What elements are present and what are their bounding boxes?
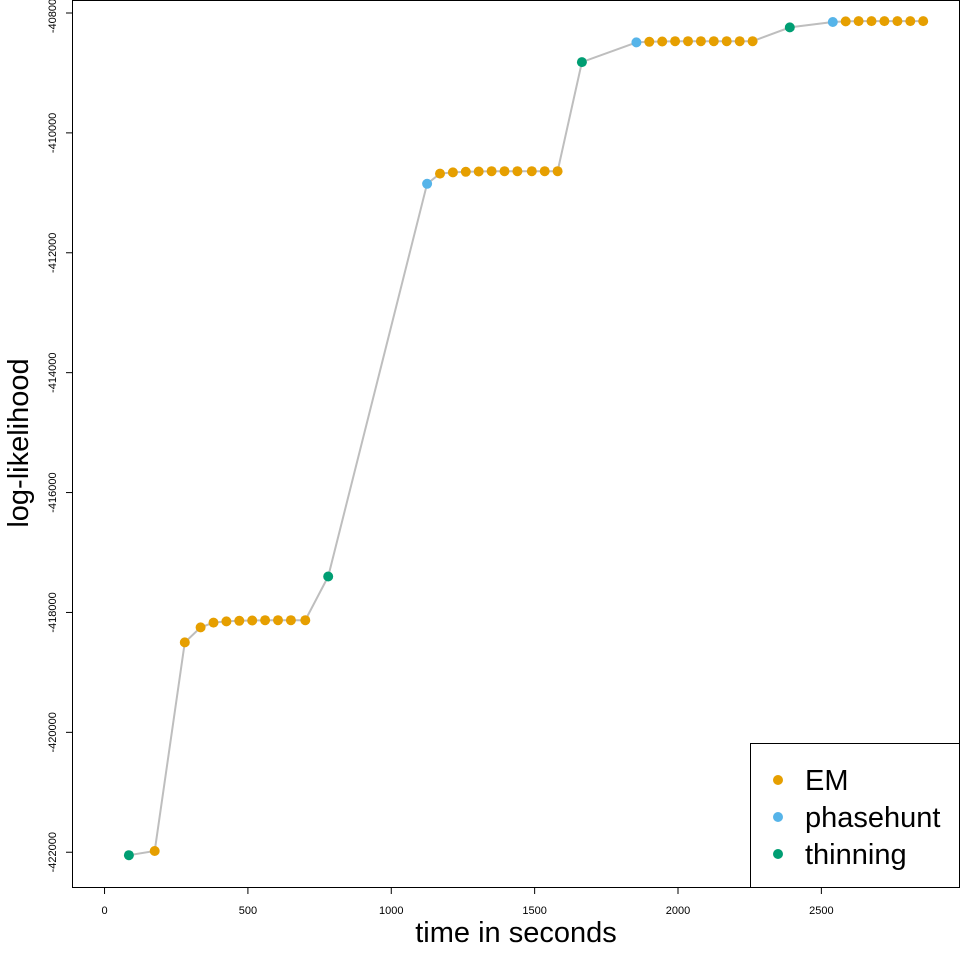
x-tick-label: 2500	[809, 905, 833, 917]
legend-marker-phasehunt	[773, 812, 783, 822]
data-point-thinning	[123, 850, 134, 861]
x-tick-label: 0	[101, 905, 107, 917]
data-point-em	[721, 36, 732, 47]
data-point-em	[683, 36, 693, 47]
data-point-em	[657, 36, 668, 47]
x-tick-label: 1000	[379, 905, 403, 917]
data-point-em	[234, 615, 245, 626]
data-point-em	[918, 16, 929, 27]
y-axis-title: log-likelihood	[3, 358, 35, 527]
data-point-em	[670, 36, 681, 47]
x-axis: 0 500 1000 1500 2000 2500	[101, 887, 834, 917]
data-point-em	[866, 16, 877, 27]
data-point-em	[840, 16, 851, 27]
legend-marker-em	[773, 775, 783, 785]
data-point-em	[300, 615, 311, 626]
data-point-em	[149, 846, 160, 856]
data-point-em	[486, 166, 497, 177]
x-tick-label: 2000	[666, 905, 690, 917]
y-axis: -422000 -420000 -418000 -416000 -414000 -4120…	[47, 0, 73, 872]
data-point-em	[552, 166, 563, 177]
legend-marker-thinning	[773, 849, 783, 859]
data-point-em	[473, 166, 484, 177]
y-tick-label: -418000	[47, 592, 59, 632]
y-tick-label: -414000	[47, 352, 59, 392]
y-tick-label: -422000	[47, 832, 59, 872]
legend-label-phasehunt: phasehunt	[805, 802, 940, 834]
data-point-em	[879, 16, 890, 27]
data-point-em	[892, 16, 903, 27]
legend-label-em: EM	[805, 765, 849, 797]
y-tick-label: -410000	[47, 113, 59, 153]
data-point-thinning	[323, 571, 334, 582]
data-points	[123, 16, 929, 861]
data-point-em	[734, 36, 745, 47]
y-tick-label: -412000	[47, 233, 59, 273]
data-point-em	[221, 616, 232, 627]
data-point-em	[499, 166, 510, 177]
data-point-em	[435, 168, 445, 179]
data-point-em	[695, 36, 706, 47]
data-point-em	[708, 36, 719, 47]
data-point-em	[208, 617, 219, 628]
data-point-phasehunt	[631, 37, 642, 48]
y-tick-label: -408000	[47, 0, 59, 33]
data-point-em	[260, 615, 271, 626]
legend-label-thinning: thinning	[805, 839, 907, 871]
data-point-em	[644, 36, 655, 47]
data-point-em	[539, 166, 550, 177]
data-point-em	[285, 615, 296, 626]
data-point-thinning	[784, 22, 795, 33]
y-tick-label: -420000	[47, 712, 59, 752]
legend: EM phasehunt thinning	[750, 743, 960, 888]
data-point-em	[247, 615, 258, 626]
data-point-em	[853, 16, 864, 27]
data-point-em	[195, 622, 206, 633]
x-axis-title: time in seconds	[415, 917, 617, 949]
legend-box	[750, 743, 960, 888]
data-point-em	[460, 166, 471, 177]
data-point-em	[447, 167, 458, 178]
data-point-em	[747, 36, 758, 47]
data-point-em	[512, 166, 523, 177]
data-point-em	[273, 615, 283, 626]
data-point-em	[905, 16, 916, 27]
data-point-thinning	[576, 57, 587, 68]
y-tick-label: -416000	[47, 472, 59, 512]
data-point-em	[526, 166, 537, 177]
data-point-phasehunt	[422, 178, 433, 189]
data-point-phasehunt	[827, 17, 838, 27]
x-tick-label: 1500	[522, 905, 546, 917]
data-point-em	[179, 637, 190, 648]
x-tick-label: 500	[239, 905, 257, 917]
